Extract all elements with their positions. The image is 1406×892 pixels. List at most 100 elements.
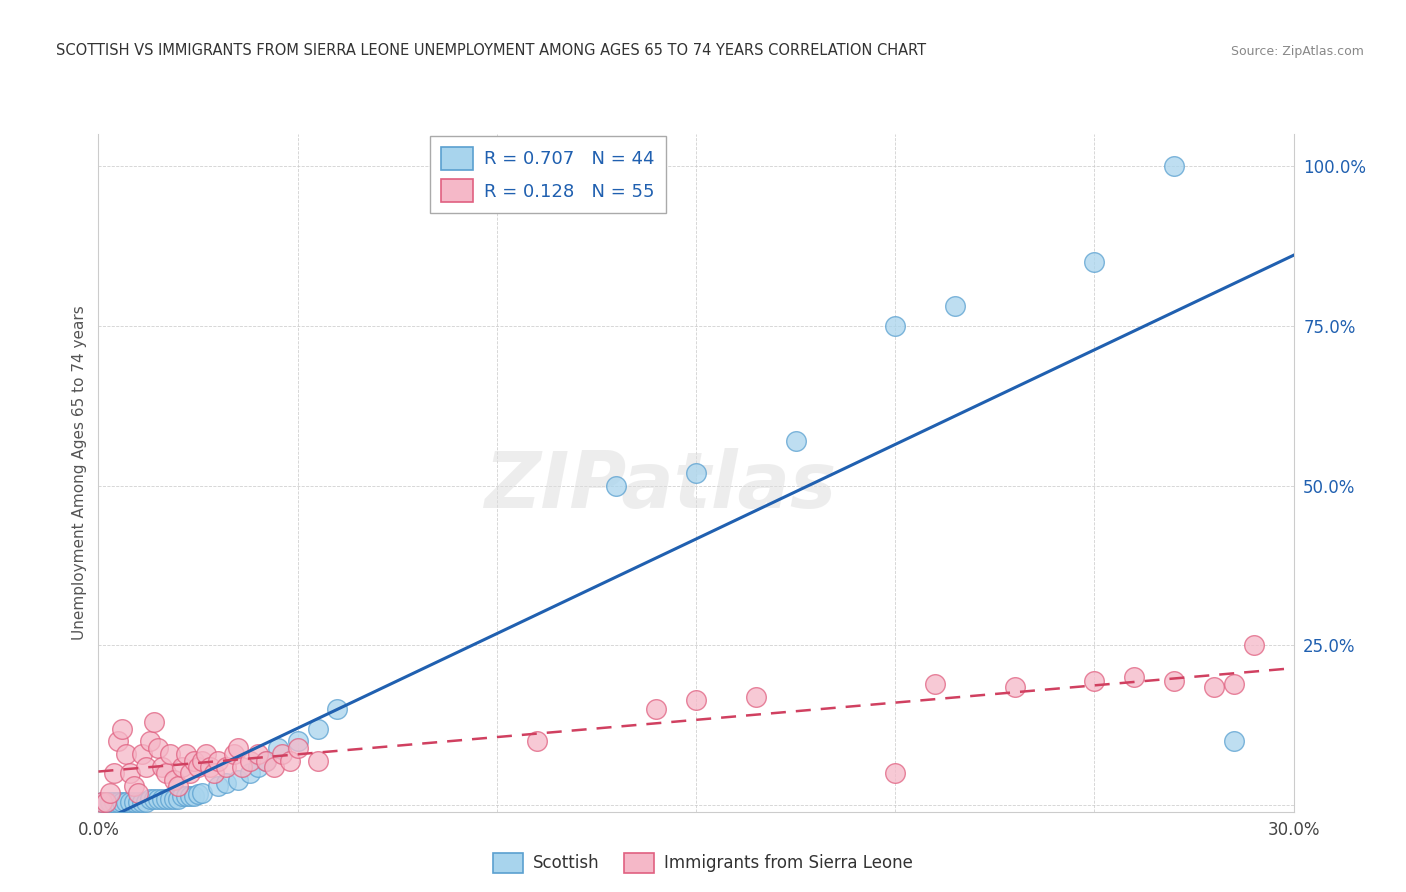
Point: [150, 792, 173, 806]
Point: [1004, 680, 1026, 694]
Point: [98, 785, 122, 799]
Point: [307, 722, 329, 736]
Y-axis label: Unemployment Among Ages 65 to 74 years: Unemployment Among Ages 65 to 74 years: [72, 305, 87, 640]
Point: [98, 795, 122, 809]
Point: [131, 747, 153, 761]
Point: [1243, 639, 1265, 653]
Point: [307, 754, 329, 768]
Point: [96, 795, 118, 809]
Point: [1222, 677, 1246, 691]
Point: [187, 760, 209, 774]
Point: [215, 760, 238, 774]
Point: [287, 734, 309, 748]
Point: [645, 702, 668, 716]
Point: [107, 795, 129, 809]
Point: [131, 795, 153, 809]
Legend: R = 0.707   N = 44, R = 0.128   N = 55: R = 0.707 N = 44, R = 0.128 N = 55: [430, 136, 665, 213]
Point: [198, 760, 221, 774]
Point: [174, 747, 197, 761]
Point: [155, 792, 177, 806]
Point: [685, 693, 707, 707]
Point: [148, 792, 170, 806]
Text: ZIPatlas: ZIPatlas: [484, 449, 837, 524]
Point: [159, 792, 181, 806]
Point: [246, 760, 269, 774]
Point: [159, 747, 181, 761]
Point: [179, 766, 201, 780]
Point: [172, 760, 194, 774]
Point: [115, 747, 138, 761]
Point: [1202, 680, 1225, 694]
Point: [1083, 673, 1105, 688]
Point: [1123, 670, 1146, 684]
Point: [115, 795, 138, 809]
Point: [155, 766, 177, 780]
Point: [127, 785, 149, 799]
Point: [143, 715, 166, 730]
Point: [526, 734, 548, 748]
Point: [183, 789, 205, 803]
Point: [267, 740, 290, 755]
Legend: Scottish, Immigrants from Sierra Leone: Scottish, Immigrants from Sierra Leone: [486, 847, 920, 880]
Point: [1222, 734, 1246, 748]
Point: [167, 792, 190, 806]
Point: [135, 795, 157, 809]
Point: [215, 776, 238, 790]
Point: [96, 795, 118, 809]
Point: [605, 478, 627, 492]
Text: SCOTTISH VS IMMIGRANTS FROM SIERRA LEONE UNEMPLOYMENT AMONG AGES 65 TO 74 YEARS : SCOTTISH VS IMMIGRANTS FROM SIERRA LEONE…: [56, 43, 927, 58]
Point: [163, 772, 186, 787]
Point: [207, 779, 229, 793]
Point: [174, 789, 197, 803]
Point: [287, 740, 309, 755]
Point: [179, 789, 201, 803]
Point: [1083, 254, 1105, 268]
Point: [124, 779, 146, 793]
Point: [226, 772, 249, 787]
Point: [150, 760, 173, 774]
Point: [254, 754, 277, 768]
Point: [187, 787, 209, 801]
Point: [91, 795, 114, 809]
Point: [163, 792, 186, 806]
Point: [135, 760, 157, 774]
Point: [148, 740, 170, 755]
Point: [685, 466, 707, 480]
Point: [124, 795, 146, 809]
Point: [239, 766, 262, 780]
Point: [785, 434, 807, 448]
Point: [254, 754, 277, 768]
Point: [139, 734, 162, 748]
Point: [263, 760, 285, 774]
Point: [202, 766, 225, 780]
Point: [1163, 673, 1185, 688]
Point: [246, 747, 269, 761]
Text: Source: ZipAtlas.com: Source: ZipAtlas.com: [1230, 45, 1364, 58]
Point: [194, 747, 218, 761]
Point: [943, 300, 966, 314]
Point: [103, 766, 125, 780]
Point: [183, 754, 205, 768]
Point: [226, 740, 249, 755]
Point: [207, 754, 229, 768]
Point: [127, 795, 149, 809]
Point: [91, 795, 114, 809]
Point: [111, 722, 134, 736]
Point: [103, 795, 125, 809]
Point: [745, 690, 768, 704]
Point: [120, 766, 142, 780]
Point: [239, 754, 262, 768]
Point: [120, 795, 142, 809]
Point: [884, 766, 907, 780]
Point: [278, 754, 301, 768]
Point: [191, 754, 214, 768]
Point: [172, 789, 194, 803]
Point: [924, 677, 946, 691]
Point: [191, 785, 214, 799]
Point: [884, 318, 907, 333]
Point: [1163, 159, 1185, 173]
Point: [111, 795, 134, 809]
Point: [143, 792, 166, 806]
Point: [222, 747, 245, 761]
Point: [270, 747, 292, 761]
